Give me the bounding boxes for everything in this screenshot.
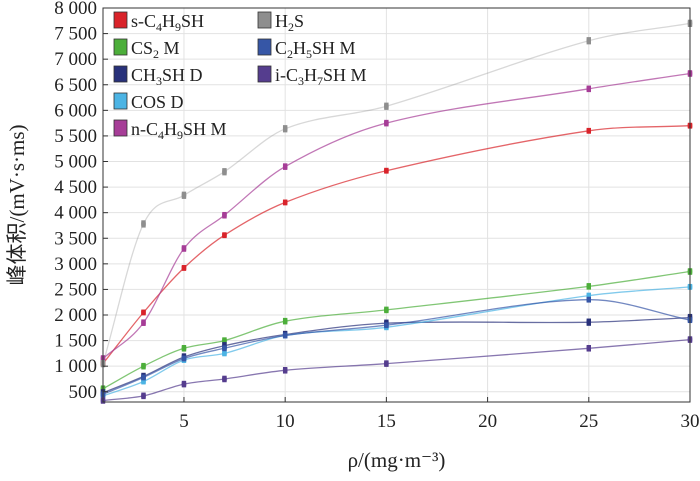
y-tick-label: 2 000 (54, 305, 97, 326)
y-tick-label: 4 500 (54, 177, 97, 198)
data-point (586, 85, 591, 90)
data-point (384, 119, 389, 125)
x-tick-label: 15 (377, 411, 396, 432)
data-point (141, 309, 146, 314)
legend-label: i-C3H7SH M (275, 65, 367, 88)
x-tick-label: 10 (276, 411, 295, 432)
x-tick-label: 20 (478, 411, 497, 432)
data-point (222, 168, 227, 173)
legend-swatch (113, 92, 128, 110)
data-point (222, 337, 227, 342)
y-tick-label: 8 000 (54, 0, 97, 19)
data-point (181, 191, 187, 197)
data-point (282, 199, 288, 204)
legend-swatch (113, 38, 128, 56)
data-point (181, 355, 187, 360)
data-point (282, 125, 288, 130)
data-point (181, 344, 187, 350)
legend-label: n-C4H9SH M (131, 119, 227, 142)
data-point (282, 317, 288, 323)
y-tick-label: 3 500 (54, 228, 97, 249)
data-point (586, 292, 591, 298)
legend-swatch (113, 11, 128, 29)
data-point (222, 345, 227, 350)
legend-label: H2S (275, 11, 304, 34)
data-point (222, 232, 227, 237)
data-point (282, 163, 288, 168)
legend-swatch (257, 65, 272, 83)
data-point (384, 360, 389, 365)
data-point (222, 211, 227, 217)
legend-swatch (257, 38, 272, 56)
data-point (141, 319, 146, 324)
data-point (384, 319, 389, 324)
legend-swatch (257, 11, 272, 29)
legend-label: CS2 M (131, 38, 180, 61)
data-point (222, 375, 227, 381)
legend-label: s-C4H9SH (131, 11, 204, 34)
x-axis-title: ρ/(mg·m⁻³) (348, 448, 446, 472)
data-point (181, 245, 187, 250)
data-point (586, 318, 591, 323)
y-tick-label: 7 000 (54, 49, 97, 70)
y-tick-label: 3 000 (54, 254, 97, 275)
data-point (222, 342, 227, 347)
data-point (384, 102, 389, 108)
legend-label: C2H5SH M (275, 38, 356, 61)
data-point (181, 353, 187, 358)
fit-curve (102, 286, 691, 397)
data-point (586, 127, 591, 133)
data-point (141, 392, 146, 397)
legend-label: COS D (131, 92, 184, 112)
data-point (282, 367, 288, 372)
legend: s-C4H9SH H2S CS2 M C2H5SH M CH3SH D i-C3H7SH … (113, 11, 367, 142)
y-tick-label: 2 500 (54, 279, 97, 300)
x-tick-label: 30 (681, 411, 700, 432)
fit-curve (102, 72, 691, 359)
legend-label: CH3SH D (131, 65, 203, 88)
y-tick-label: 6 000 (54, 100, 97, 121)
y-tick-label: 5 000 (54, 152, 97, 173)
x-tick-label: 25 (579, 411, 598, 432)
y-tick-label: 1 000 (54, 356, 97, 377)
x-tick-label: 5 (179, 411, 189, 432)
y-tick-label: 1 500 (54, 331, 97, 352)
plot-frame (102, 7, 691, 403)
data-point (586, 283, 591, 288)
data-point (282, 332, 288, 337)
data-point (141, 220, 146, 225)
data-point (141, 378, 146, 384)
legend-swatch (113, 119, 128, 137)
legend-swatch (113, 65, 128, 83)
y-axis-title: 峰体积/(mV·s·ms) (5, 125, 29, 286)
axis-ticks: 5 10 15 20 25 30 500 1 000 1 500 2 000 2 500 3 000 3… (54, 0, 699, 432)
data-point (384, 322, 389, 327)
fit-curve (102, 316, 691, 394)
data-point (384, 167, 389, 173)
data-point (141, 362, 146, 368)
y-tick-label: 500 (69, 382, 98, 403)
y-tick-label: 7 500 (54, 24, 97, 45)
y-tick-label: 6 500 (54, 75, 97, 96)
y-tick-label: 4 000 (54, 203, 97, 224)
data-point (586, 296, 591, 302)
data-point (586, 344, 591, 350)
data-point (222, 350, 227, 355)
y-tick-label: 5 500 (54, 126, 97, 147)
data-point (181, 380, 187, 386)
data-point (181, 265, 187, 270)
data-point (586, 37, 591, 42)
data-point (141, 374, 146, 379)
data-point (384, 306, 389, 312)
